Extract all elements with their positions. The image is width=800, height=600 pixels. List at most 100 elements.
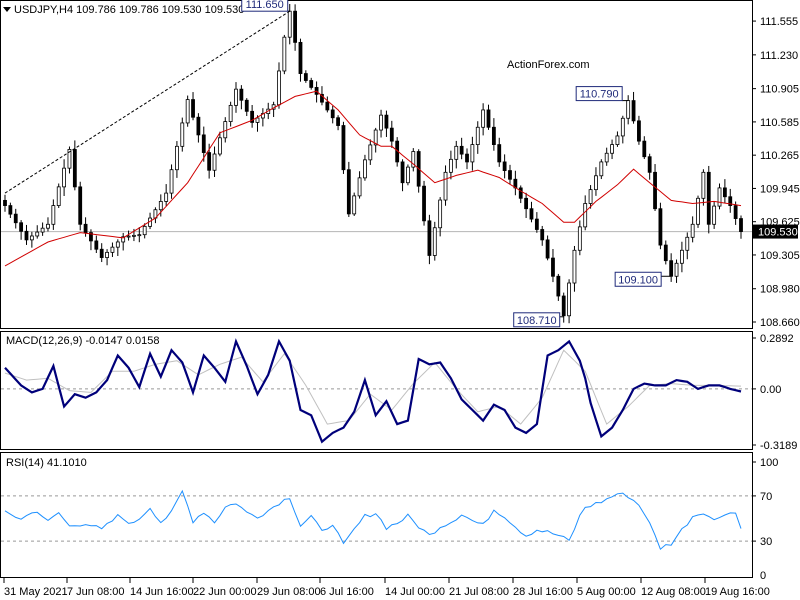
macd-y-tick-label: 0.00 <box>760 384 781 396</box>
candle-body <box>438 199 443 229</box>
annotation-box <box>241 0 289 12</box>
price-candles <box>3 3 743 324</box>
x-tick-label: 21 Jul 08:00 <box>449 586 509 598</box>
annotation-label: 109.100 <box>618 274 658 286</box>
price-y-tick-label: 109.305 <box>760 250 800 262</box>
macd-y-tick-label: 0.2892 <box>760 333 794 345</box>
rsi-lines <box>1 489 752 551</box>
candle-body <box>277 70 281 106</box>
candle-body <box>594 175 598 191</box>
candle-body <box>685 236 690 251</box>
candle-body <box>567 282 571 317</box>
candle-body <box>89 232 93 242</box>
candle-body <box>653 171 657 210</box>
candle-body <box>706 171 711 225</box>
x-tick-label: 14 Jul 00:00 <box>385 586 445 598</box>
candle-body <box>379 114 383 131</box>
candle-body <box>669 260 674 277</box>
candle-body <box>46 223 50 229</box>
x-tick-label: 14 Jun 16:00 <box>130 586 194 598</box>
candle-body <box>287 10 292 38</box>
candle-body <box>72 149 77 188</box>
rsi-y-axis: 100 70 30 0 <box>752 457 778 582</box>
candle-body <box>518 187 523 199</box>
candle-body <box>534 218 539 230</box>
candle-body <box>475 126 480 145</box>
candle-body <box>631 100 636 122</box>
candle-body <box>132 234 136 237</box>
candle-body <box>191 99 195 118</box>
candle-body <box>459 145 464 155</box>
candle-body <box>739 218 743 232</box>
candle-body <box>368 144 373 161</box>
candle-body <box>529 208 534 220</box>
candle-body <box>228 104 233 122</box>
macd-y-axis: 0.2892 0.00 -0.3189 <box>752 333 797 452</box>
candle-body <box>3 199 7 206</box>
candle-body <box>540 229 545 241</box>
candle-body <box>389 127 394 142</box>
candle-body <box>217 137 222 155</box>
x-tick-label: 7 Jun 08:00 <box>67 586 125 598</box>
candle-body <box>175 145 179 171</box>
annotation-label: 108.710 <box>517 315 557 327</box>
candle-body <box>282 36 287 72</box>
candle-body <box>110 246 115 253</box>
candle-body <box>561 295 566 317</box>
candle-body <box>223 121 228 139</box>
candle-body <box>169 169 174 194</box>
macd-signal-line <box>4 349 742 425</box>
rsi-y-tick-label: 100 <box>760 457 778 469</box>
macd-panel-frame <box>0 331 753 450</box>
candle-body <box>497 144 502 163</box>
candle-body <box>185 99 190 124</box>
candle-body <box>239 88 244 101</box>
price-y-axis: 111.555 111.230 110.905 110.585 110.265 109.9… <box>752 16 800 329</box>
price-y-tick-label: 110.585 <box>760 117 799 129</box>
candle-body <box>599 161 604 177</box>
candle-body <box>67 149 72 169</box>
annotation-box <box>575 86 623 102</box>
price-y-tick-label: 109.945 <box>760 183 800 195</box>
macd-panel: MACD(12,26,9) -0.0147 0.0158 0.2892 0.00 -… <box>0 331 797 452</box>
rsi-y-tick-label: 0 <box>760 570 766 582</box>
candle-body <box>373 129 378 146</box>
candle-body <box>502 161 507 171</box>
candle-body <box>325 101 330 111</box>
candle-body <box>94 240 99 250</box>
candle-body <box>293 10 298 43</box>
annotation-box <box>614 271 662 287</box>
candle-body <box>556 275 561 297</box>
candle-body <box>400 161 405 184</box>
candle-body <box>250 110 255 123</box>
candle-body <box>255 117 260 123</box>
candle-body <box>508 170 512 180</box>
candle-body <box>610 144 614 154</box>
price-y-tick-label: 108.980 <box>760 284 800 296</box>
candle-body <box>696 197 700 225</box>
price-y-tick-label: 110.265 <box>760 150 799 162</box>
watermark: ActionForex.com <box>507 59 590 71</box>
candle-body <box>551 257 555 277</box>
candle-body <box>346 169 351 215</box>
panel-collapse-triangle-icon[interactable] <box>3 7 11 12</box>
x-tick-label: 12 Aug 08:00 <box>641 586 706 598</box>
candle-body <box>158 201 163 211</box>
x-tick-label: 31 May 2021 <box>4 586 68 598</box>
trend-line <box>4 10 290 194</box>
candle-body <box>637 120 641 142</box>
candle-body <box>588 189 593 204</box>
candle-body <box>626 100 631 119</box>
candle-body <box>298 41 303 74</box>
candle-body <box>51 205 56 225</box>
price-panel-frame <box>0 0 753 329</box>
price-y-tick-label: 110.905 <box>760 84 799 96</box>
candle-body <box>491 126 496 145</box>
candle-body <box>674 262 679 277</box>
candle-body <box>115 241 120 248</box>
candle-body <box>330 109 335 119</box>
candle-body <box>465 153 469 163</box>
price-annotations: 111.650 110.790 109.100 108.710 <box>241 0 672 328</box>
candle-body <box>126 235 131 238</box>
